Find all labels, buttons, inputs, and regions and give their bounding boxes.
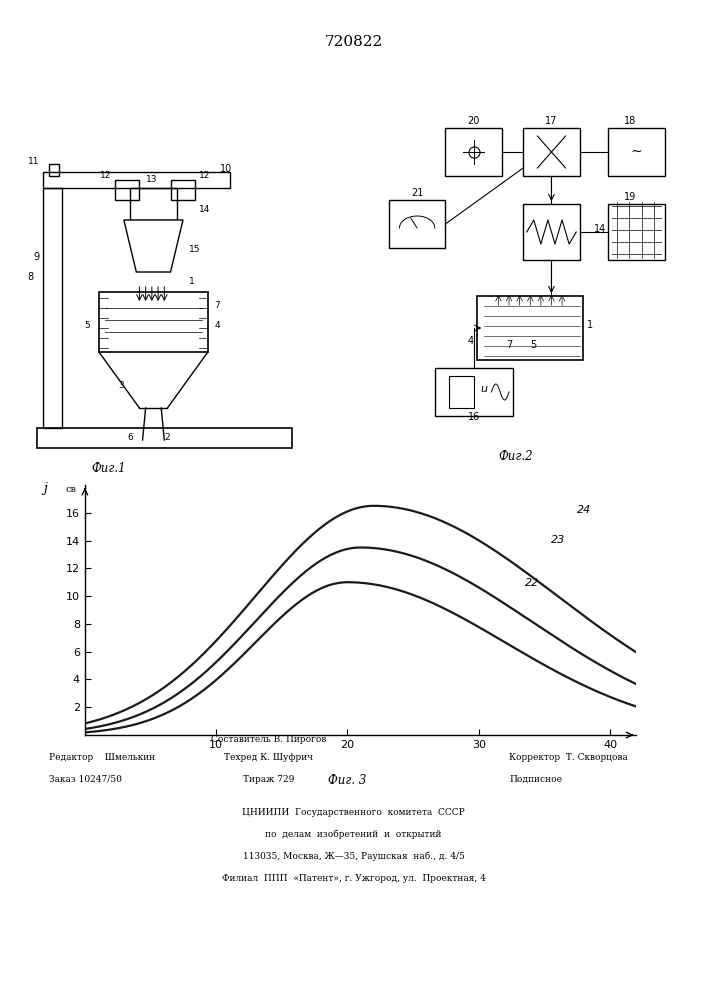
Text: 7: 7 xyxy=(214,301,220,310)
Text: 23: 23 xyxy=(551,535,565,545)
Bar xyxy=(37,428,292,448)
Text: j: j xyxy=(44,482,47,495)
Text: 19: 19 xyxy=(624,192,636,202)
Bar xyxy=(130,188,177,220)
Text: 15: 15 xyxy=(189,245,201,254)
Text: Фиг.1: Фиг.1 xyxy=(91,462,126,475)
Text: Заказ 10247/50: Заказ 10247/50 xyxy=(49,775,122,784)
Text: 12: 12 xyxy=(100,171,112,180)
Text: 720822: 720822 xyxy=(325,35,382,49)
Text: 4: 4 xyxy=(467,336,474,346)
Text: Корректор  Т. Скворцова: Корректор Т. Скворцова xyxy=(509,753,628,762)
Text: 24: 24 xyxy=(577,505,592,515)
Text: 20: 20 xyxy=(467,116,480,126)
Bar xyxy=(449,376,474,408)
Text: 12: 12 xyxy=(199,171,210,180)
Bar xyxy=(523,204,580,260)
Text: Фиг. 3: Фиг. 3 xyxy=(328,774,367,787)
Text: 4: 4 xyxy=(214,321,220,330)
Text: 5: 5 xyxy=(531,340,537,350)
Text: Подписное: Подписное xyxy=(509,775,562,784)
Text: u: u xyxy=(481,384,488,394)
Text: 6: 6 xyxy=(127,433,133,442)
Bar xyxy=(477,296,583,360)
Text: 17: 17 xyxy=(545,116,558,126)
Text: 22: 22 xyxy=(525,578,539,588)
Bar xyxy=(99,292,208,352)
Text: Техред К. Шуфрич: Техред К. Шуфрич xyxy=(224,753,313,762)
Text: 10: 10 xyxy=(221,164,233,174)
Text: Филиал  ППП  «Патент», г. Ужгород, ул.  Проектная, 4: Филиал ППП «Патент», г. Ужгород, ул. Про… xyxy=(221,874,486,883)
Text: 113035, Москва, Ж—35, Раушская  наб., д. 4/5: 113035, Москва, Ж—35, Раушская наб., д. … xyxy=(243,852,464,861)
Bar xyxy=(43,172,230,188)
Bar xyxy=(389,200,445,248)
Polygon shape xyxy=(124,220,183,272)
Text: св: св xyxy=(65,485,76,494)
Text: по  делам  изобретений  и  открытий: по делам изобретений и открытий xyxy=(265,830,442,839)
Text: 13: 13 xyxy=(146,175,158,184)
Bar xyxy=(170,180,195,200)
Bar xyxy=(43,188,62,428)
Text: 21: 21 xyxy=(411,188,423,198)
Text: ЦНИИПИ  Государственного  комитета  СССР: ЦНИИПИ Государственного комитета СССР xyxy=(242,808,465,817)
Bar xyxy=(445,128,502,176)
Text: 18: 18 xyxy=(624,116,636,126)
Text: 3: 3 xyxy=(118,381,124,390)
Bar xyxy=(115,180,139,200)
Bar xyxy=(49,164,59,176)
Bar xyxy=(608,128,665,176)
Text: 2: 2 xyxy=(165,433,170,442)
Bar xyxy=(435,368,513,416)
Text: 7: 7 xyxy=(506,340,512,350)
Text: 8: 8 xyxy=(28,272,34,282)
Text: ~: ~ xyxy=(631,145,642,159)
Bar xyxy=(523,128,580,176)
Text: 9: 9 xyxy=(34,252,40,262)
Text: Фиг.2: Фиг.2 xyxy=(499,450,533,463)
Text: 16: 16 xyxy=(467,412,480,422)
Text: 5: 5 xyxy=(84,321,90,330)
Text: 11: 11 xyxy=(28,157,40,166)
Text: Редактор    Шмелькин: Редактор Шмелькин xyxy=(49,753,156,762)
Text: Тираж 729: Тираж 729 xyxy=(243,775,294,784)
Text: 1: 1 xyxy=(189,277,195,286)
Text: 14: 14 xyxy=(594,224,606,234)
Text: 1: 1 xyxy=(587,320,593,330)
Bar xyxy=(608,204,665,260)
Text: 14: 14 xyxy=(199,205,210,214)
Text: Составитель В. Пирогов: Составитель В. Пирогов xyxy=(211,735,327,744)
